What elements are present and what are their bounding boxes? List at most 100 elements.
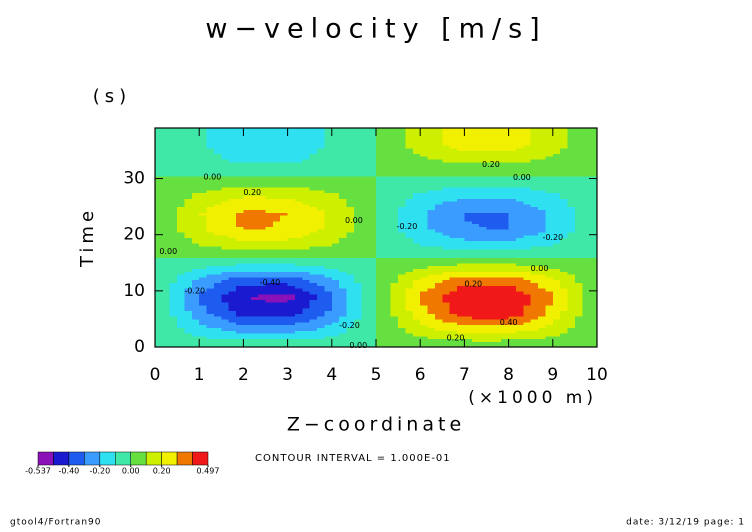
field-cell <box>552 195 561 199</box>
field-cell <box>228 234 237 239</box>
field-cell <box>390 293 399 298</box>
field-cell <box>250 170 259 174</box>
field-cell <box>530 198 539 202</box>
field-cell <box>258 181 267 185</box>
field-cell <box>471 299 480 303</box>
field-cell <box>199 189 208 194</box>
field-cell <box>486 170 495 174</box>
colorbar-box <box>161 451 178 466</box>
field-cell <box>199 274 208 278</box>
field-cell <box>236 290 244 295</box>
field-cell <box>530 251 539 255</box>
field-cell <box>412 330 421 334</box>
field-cell <box>169 243 178 247</box>
field-cell <box>449 338 458 342</box>
field-cell <box>390 285 399 289</box>
field-cell <box>309 203 318 208</box>
field-cell <box>353 341 362 345</box>
field-cell <box>331 128 340 132</box>
field-cell <box>331 304 340 309</box>
field-cell <box>390 288 399 292</box>
field-cell <box>162 245 171 250</box>
field-cell <box>523 274 532 278</box>
field-cell <box>162 335 171 340</box>
field-cell <box>508 290 517 295</box>
field-cell <box>250 186 259 191</box>
field-cell <box>155 144 163 149</box>
field-cell <box>464 161 473 166</box>
field-cell <box>515 344 524 348</box>
field-cell <box>449 220 458 225</box>
field-cell <box>317 195 326 199</box>
field-cell <box>574 327 583 331</box>
field-cell <box>309 324 318 328</box>
field-cell <box>434 248 443 253</box>
field-cell <box>427 245 436 250</box>
field-cell <box>206 142 215 146</box>
field-cell <box>184 170 193 174</box>
field-cell <box>184 344 193 348</box>
field-cell <box>501 215 510 219</box>
field-cell <box>530 164 539 168</box>
field-cell <box>538 324 547 328</box>
field-cell <box>398 147 407 152</box>
field-cell <box>560 285 569 289</box>
field-cell <box>589 184 598 188</box>
field-cell <box>177 223 186 227</box>
field-cell <box>515 271 524 275</box>
field-cell <box>457 217 465 222</box>
field-cell <box>501 282 510 286</box>
field-cell <box>538 285 547 289</box>
field-cell <box>412 327 421 331</box>
field-cell <box>331 136 340 140</box>
field-cell <box>383 276 392 281</box>
field-cell <box>383 290 392 295</box>
field-cell <box>552 220 561 225</box>
field-cell <box>501 178 510 182</box>
field-cell <box>221 128 230 132</box>
field-cell <box>405 271 414 275</box>
field-cell <box>191 290 200 295</box>
field-cell <box>501 302 510 306</box>
field-cell <box>221 271 230 275</box>
field-cell <box>434 229 443 233</box>
field-cell <box>346 181 355 185</box>
field-cell <box>538 248 547 253</box>
field-cell <box>390 259 399 264</box>
field-cell <box>361 170 370 174</box>
field-cell <box>390 231 399 236</box>
field-cell <box>398 133 407 138</box>
field-cell <box>567 158 576 163</box>
field-cell <box>213 341 222 345</box>
field-cell <box>228 240 237 244</box>
field-cell <box>199 223 208 227</box>
field-cell <box>449 313 458 317</box>
field-cell <box>258 186 267 191</box>
field-cell <box>339 181 348 185</box>
field-cell <box>346 192 355 196</box>
field-cell <box>184 181 193 185</box>
field-cell <box>155 195 163 199</box>
field-cell <box>486 164 495 168</box>
field-cell <box>302 338 311 342</box>
field-cell <box>383 147 392 152</box>
field-cell <box>412 310 421 314</box>
field-cell <box>339 338 348 342</box>
field-cell <box>236 130 244 135</box>
field-cell <box>523 156 532 160</box>
field-cell <box>213 189 222 194</box>
field-cell <box>294 313 303 317</box>
field-cell <box>272 234 281 239</box>
field-cell <box>162 248 171 253</box>
x-tick-label: 2 <box>238 365 249 385</box>
field-cell <box>353 170 362 174</box>
field-cell <box>236 274 244 278</box>
field-cell <box>420 170 429 174</box>
field-cell <box>442 158 451 163</box>
field-cell <box>383 170 392 174</box>
field-cell <box>331 251 340 255</box>
field-cell <box>324 198 333 202</box>
field-cell <box>236 335 244 340</box>
field-cell <box>361 130 370 135</box>
field-cell <box>162 313 171 317</box>
